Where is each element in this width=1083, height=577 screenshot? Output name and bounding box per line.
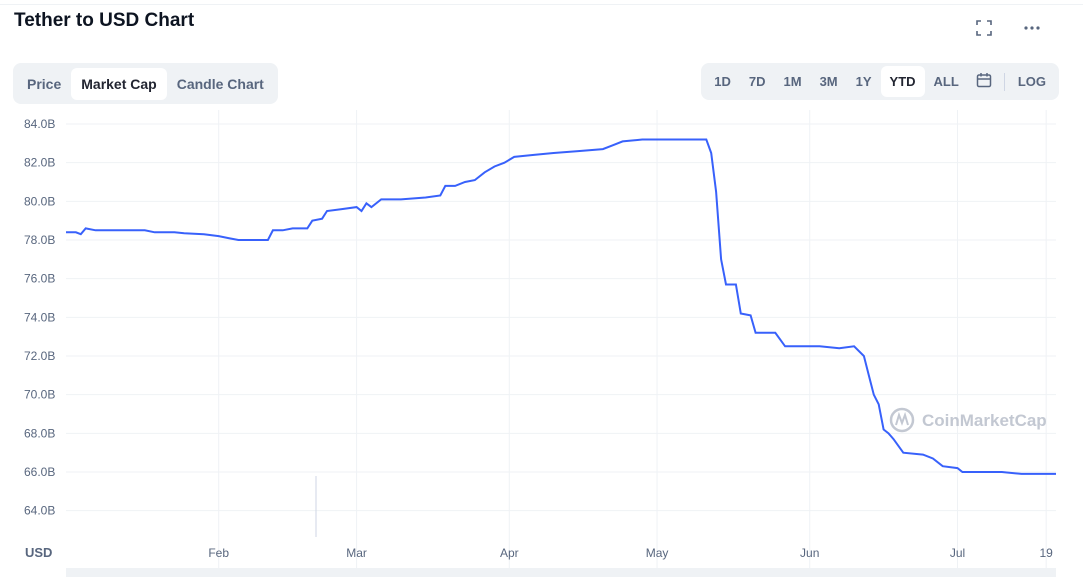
y-tick-label: 84.0B	[24, 117, 55, 131]
range-1y[interactable]: 1Y	[855, 74, 872, 89]
coinmarketcap-watermark: CoinMarketCap	[889, 407, 1047, 433]
log-scale-toggle[interactable]: LOG	[1017, 74, 1046, 89]
calendar-icon-graphic	[976, 73, 992, 88]
fullscreen-icon-graphic	[976, 20, 992, 36]
y-tick-label: 76.0B	[24, 272, 55, 286]
market-cap-chart[interactable]: 84.0B 82.0B 80.0B 78.0B 76.0B 74.0B 72.0B 70.0B…	[0, 110, 1083, 577]
range-ytd[interactable]: YTD	[880, 66, 925, 97]
tab-market-cap[interactable]: Market Cap	[71, 67, 167, 100]
x-tick-label: 19	[1039, 546, 1053, 560]
x-tick-label: Mar	[346, 546, 367, 560]
x-tick-label: Feb	[208, 546, 229, 560]
coinmarketcap-logo-icon	[889, 407, 915, 433]
range-navigator-strip[interactable]	[66, 568, 1056, 577]
top-divider	[0, 4, 1083, 5]
range-all[interactable]: ALL	[933, 74, 959, 89]
toolbar-separator	[1003, 72, 1005, 91]
time-range-tabs: 1D 7D 1M 3M 1Y YTD ALL LOG	[701, 63, 1059, 100]
chart-view-tabs: Price Market Cap Candle Chart	[13, 63, 278, 104]
y-tick-label: 66.0B	[24, 465, 55, 479]
range-1m[interactable]: 1M	[783, 74, 802, 89]
x-tick-label: May	[646, 546, 669, 560]
y-tick-label: 80.0B	[24, 194, 55, 208]
range-1d[interactable]: 1D	[714, 74, 731, 89]
tab-candle-chart[interactable]: Candle Chart	[176, 75, 264, 92]
y-axis-labels: 84.0B 82.0B 80.0B 78.0B 76.0B 74.0B 72.0B 70.0B…	[24, 117, 55, 518]
calendar-icon[interactable]	[968, 66, 1000, 97]
x-tick-label: Apr	[500, 546, 519, 560]
series-line	[66, 138, 1056, 475]
more-icon[interactable]	[1021, 17, 1043, 39]
y-tick-label: 68.0B	[24, 426, 55, 440]
y-tick-label: 82.0B	[24, 156, 55, 170]
y-tick-label: 74.0B	[24, 310, 55, 324]
x-tick-label: Jun	[800, 546, 819, 560]
y-tick-label: 64.0B	[24, 504, 55, 518]
chart-toolbar-icons	[973, 17, 1043, 39]
y-tick-label: 70.0B	[24, 388, 55, 402]
x-axis-labels: Feb Mar Apr May Jun Jul 19	[208, 546, 1053, 560]
y-tick-label: 78.0B	[24, 233, 55, 247]
fullscreen-icon[interactable]	[973, 17, 995, 39]
chart-gridlines	[66, 110, 1056, 577]
watermark-text: CoinMarketCap	[922, 411, 1047, 430]
range-3m[interactable]: 3M	[819, 74, 838, 89]
range-7d[interactable]: 7D	[748, 74, 766, 89]
currency-unit-label: USD	[25, 545, 52, 560]
tab-price[interactable]: Price	[27, 75, 62, 92]
x-tick-label: Jul	[950, 546, 965, 560]
y-tick-label: 72.0B	[24, 349, 55, 363]
more-icon-graphic	[1024, 26, 1040, 30]
page-title: Tether to USD Chart	[14, 10, 195, 31]
